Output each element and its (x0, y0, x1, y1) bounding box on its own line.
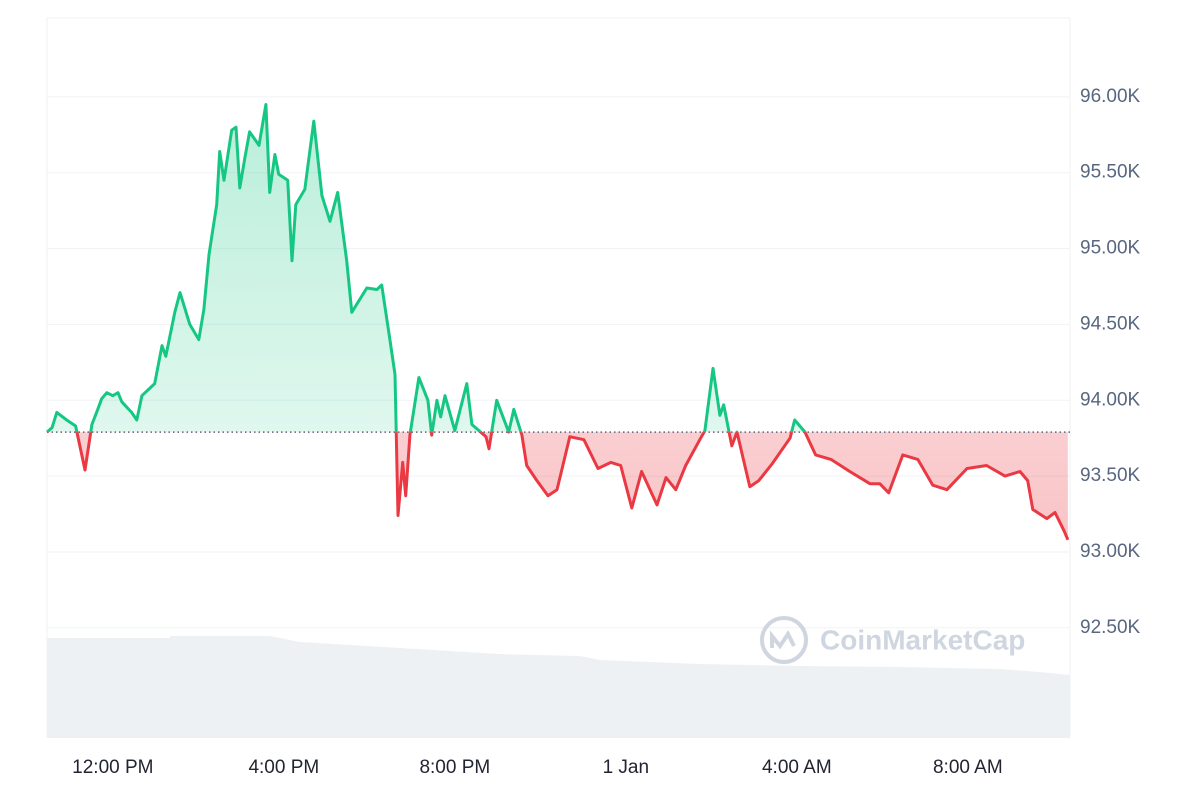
y-tick-label: 93.50K (1080, 465, 1141, 486)
y-tick-label: 93.00K (1080, 541, 1141, 562)
y-tick-label: 92.50K (1080, 617, 1141, 638)
x-tick-label: 8:00 AM (933, 757, 1003, 778)
area-above (47, 104, 806, 433)
y-tick-label: 95.00K (1080, 238, 1141, 259)
watermark: CoinMarketCap (820, 624, 1025, 655)
y-tick-label: 94.00K (1080, 389, 1141, 410)
x-tick-label: 4:00 AM (762, 757, 832, 778)
price-line-down (47, 432, 1070, 541)
y-tick-label: 95.50K (1080, 162, 1141, 183)
area-below (47, 432, 1068, 540)
x-tick-label: 12:00 PM (72, 757, 153, 778)
x-tick-label: 1 Jan (603, 757, 649, 778)
watermark-logo (760, 616, 808, 664)
y-tick-label: 94.50K (1080, 313, 1141, 334)
price-line-up (46, 103, 807, 433)
x-tick-label: 4:00 PM (248, 757, 319, 778)
y-tick-label: 96.00K (1080, 86, 1141, 107)
x-tick-label: 8:00 PM (419, 757, 490, 778)
volume-area (47, 636, 1070, 738)
